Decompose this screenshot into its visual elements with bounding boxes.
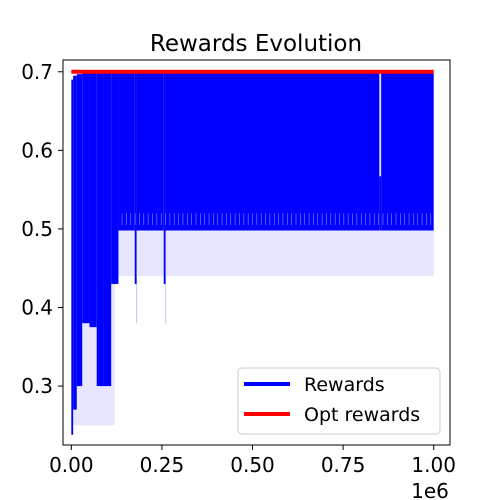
rewards-series-segment bbox=[379, 176, 381, 230]
y-tick-label: 0.4 bbox=[21, 296, 53, 320]
rewards-series-segment bbox=[82, 73, 89, 323]
rewards-series-segment bbox=[89, 73, 96, 327]
x-tick-label: 0.00 bbox=[49, 453, 94, 477]
x-tick-label: 0.75 bbox=[321, 453, 366, 477]
legend-label-rewards: Rewards bbox=[304, 374, 385, 396]
y-axis: 0.3 0.4 0.5 0.6 0.7 bbox=[21, 60, 63, 398]
y-tick-label: 0.5 bbox=[21, 217, 53, 241]
chart-title: Rewards Evolution bbox=[150, 31, 362, 57]
x-tick-label: 0.50 bbox=[230, 453, 275, 477]
rewards-series-segment bbox=[135, 73, 137, 284]
legend-label-opt-rewards: Opt rewards bbox=[304, 404, 420, 426]
rewards-series-segment bbox=[381, 73, 434, 230]
x-tick-label: 1.00 bbox=[411, 453, 456, 477]
x-tick-label: 0.25 bbox=[140, 453, 185, 477]
y-tick-label: 0.3 bbox=[21, 374, 53, 398]
x-axis: 0.00 0.25 0.50 0.75 1.00 bbox=[49, 445, 456, 477]
legend: Rewards Opt rewards bbox=[238, 368, 440, 434]
rewards-series-segment bbox=[111, 73, 118, 284]
rewards-series-segment bbox=[77, 74, 82, 386]
rewards-series-segment bbox=[71, 80, 73, 435]
y-tick-label: 0.6 bbox=[21, 138, 53, 162]
rewards-series-segment bbox=[97, 73, 104, 386]
y-tick-label: 0.7 bbox=[21, 60, 53, 84]
rewards-series-segment bbox=[166, 73, 380, 230]
rewards-series-segment bbox=[137, 73, 164, 230]
x-offset-label: 1e6 bbox=[411, 479, 449, 500]
rewards-series-segment bbox=[104, 73, 111, 386]
rewards-series-segment bbox=[73, 76, 77, 410]
rewards-series-segment bbox=[118, 73, 134, 230]
rewards-series-segment bbox=[164, 73, 166, 284]
